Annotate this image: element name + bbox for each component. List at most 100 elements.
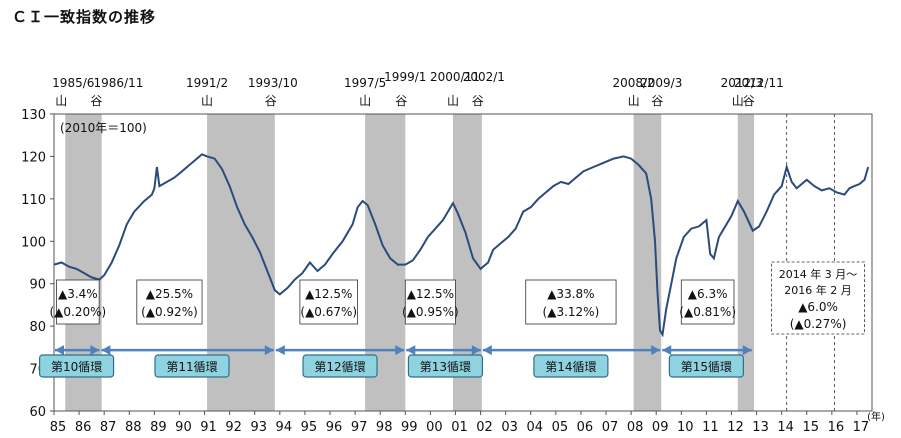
cycle-arrow-head — [395, 345, 405, 356]
decline-annotation-box — [136, 279, 203, 325]
x-tick-label: 95 — [301, 420, 318, 435]
decline-rate-label: ▲12.5% — [305, 287, 352, 301]
decline-rate-label: ▲3.4% — [58, 287, 98, 301]
cycle-badge-label: 第15循環 — [681, 360, 732, 374]
turning-point-date: 1991/2 — [186, 76, 228, 90]
x-tick-label: 96 — [326, 420, 343, 435]
turning-point-date: 2012/3 — [721, 76, 763, 90]
cycle-badge-label: 第10循環 — [51, 360, 102, 374]
x-tick-label: 98 — [376, 420, 393, 435]
turning-point-date: 2000/11 — [430, 70, 480, 84]
turning-point-kind: 谷 — [265, 94, 277, 108]
x-tick-label: 16 — [828, 420, 845, 435]
cycle-badge-label: 第12循環 — [314, 360, 365, 374]
turning-point-kind: 山 — [732, 94, 744, 108]
turning-point-kind: 谷 — [743, 94, 755, 108]
cycle-arrow-tail — [275, 345, 285, 356]
y-tick-label: 90 — [29, 278, 46, 293]
cycle-arrow-tail — [101, 345, 111, 356]
decline-annotation-box — [56, 279, 100, 325]
x-tick-label: 14 — [777, 420, 794, 435]
x-tick-label: 05 — [552, 420, 569, 435]
turning-point-kind: 谷 — [651, 94, 663, 108]
decline-annotation-box — [680, 279, 735, 325]
cycle-badge — [302, 354, 378, 378]
y-tick-label: 110 — [21, 193, 46, 208]
x-tick-label: 00 — [426, 420, 443, 435]
x-tick-label: 99 — [401, 420, 418, 435]
turning-point-date: 1993/10 — [248, 76, 298, 90]
cycle-badge-label: 第11循環 — [166, 360, 217, 374]
decline-monthly-rate-label: (▲0.92%) — [141, 305, 198, 319]
x-tick-label: 94 — [276, 420, 293, 435]
x-tick-label: 86 — [75, 420, 92, 435]
turning-point-kind: 谷 — [395, 94, 407, 108]
ci-index-line — [53, 153, 870, 338]
x-tick-label: 02 — [476, 420, 493, 435]
x-tick-label: 07 — [602, 420, 619, 435]
x-tick-label: 97 — [351, 420, 368, 435]
x-tick-label: 01 — [451, 420, 468, 435]
x-tick-label: 10 — [677, 420, 694, 435]
y-tick-label: 60 — [29, 405, 46, 420]
turning-point-kind: 山 — [55, 94, 67, 108]
turning-point-date: 1986/11 — [93, 76, 143, 90]
cycle-arrow-head — [90, 345, 100, 356]
x-tick-label: 87 — [100, 420, 117, 435]
x-unit-label: (年) — [867, 410, 885, 423]
cycle-arrow-tail — [55, 345, 64, 356]
cycle-arrow-head — [264, 345, 274, 356]
x-tick-label: 15 — [802, 420, 819, 435]
x-tick-label: 91 — [200, 420, 217, 435]
cycle-arrow-head — [471, 345, 481, 356]
turning-point-kind: 山 — [359, 94, 371, 108]
y-tick-label: 100 — [21, 235, 46, 250]
x-tick-label: 03 — [501, 420, 518, 435]
x-tick-label: 17 — [853, 420, 870, 435]
x-tick-label: 93 — [250, 420, 267, 435]
decline-annotation-box — [404, 279, 456, 325]
x-tick-label: 90 — [175, 420, 192, 435]
base-note: (2010年＝100) — [60, 121, 147, 135]
period-end-label: 2016 年 2 月 — [784, 283, 851, 297]
cycle-badge — [154, 354, 230, 378]
x-tick-label: 11 — [702, 420, 719, 435]
decline-annotation-box — [299, 279, 359, 325]
decline-monthly-rate-label: (▲0.20%) — [49, 305, 106, 319]
turning-point-date: 2008/2 — [613, 76, 655, 90]
x-tick-label: 88 — [125, 420, 142, 435]
y-tick-label: 130 — [21, 108, 46, 123]
cycle-badge — [533, 354, 609, 378]
turning-point-kind: 谷 — [472, 94, 484, 108]
x-tick-label: 89 — [150, 420, 167, 435]
decline-rate-label: ▲6.0% — [798, 300, 838, 314]
x-tick-label: 08 — [627, 420, 644, 435]
turning-point-date: 1999/1 — [384, 70, 426, 84]
recession-band — [633, 114, 662, 411]
turning-point-date: 2002/1 — [463, 70, 505, 84]
x-tick-label: 92 — [225, 420, 242, 435]
x-tick-label: 13 — [752, 420, 769, 435]
turning-point-date: 2012/11 — [734, 76, 784, 90]
turning-point-kind: 山 — [201, 94, 213, 108]
x-tick-label: 04 — [526, 420, 543, 435]
cycle-badge — [407, 354, 484, 378]
turning-point-kind: 谷 — [90, 94, 102, 108]
turning-point-date: 1997/5 — [344, 76, 386, 90]
turning-point-date: 1985/6 — [52, 76, 94, 90]
turning-point-kind: 山 — [628, 94, 640, 108]
decline-rate-label: ▲6.3% — [688, 287, 728, 301]
cycle-arrow-tail — [662, 345, 672, 356]
period-start-label: 2014 年 3 月～ — [779, 267, 857, 281]
x-tick-label: 85 — [50, 420, 67, 435]
cycle-badge — [668, 354, 744, 378]
recession-band — [737, 114, 755, 411]
decline-monthly-rate-label: (▲0.27%) — [790, 317, 847, 331]
decline-rate-label: ▲33.8% — [547, 287, 594, 301]
decline-monthly-rate-label: (▲0.67%) — [300, 305, 357, 319]
y-tick-label: 120 — [21, 150, 46, 165]
turning-point-date: 2009/3 — [640, 76, 682, 90]
decline-monthly-rate-label: (▲0.95%) — [402, 305, 459, 319]
decline-rate-label: ▲12.5% — [407, 287, 454, 301]
